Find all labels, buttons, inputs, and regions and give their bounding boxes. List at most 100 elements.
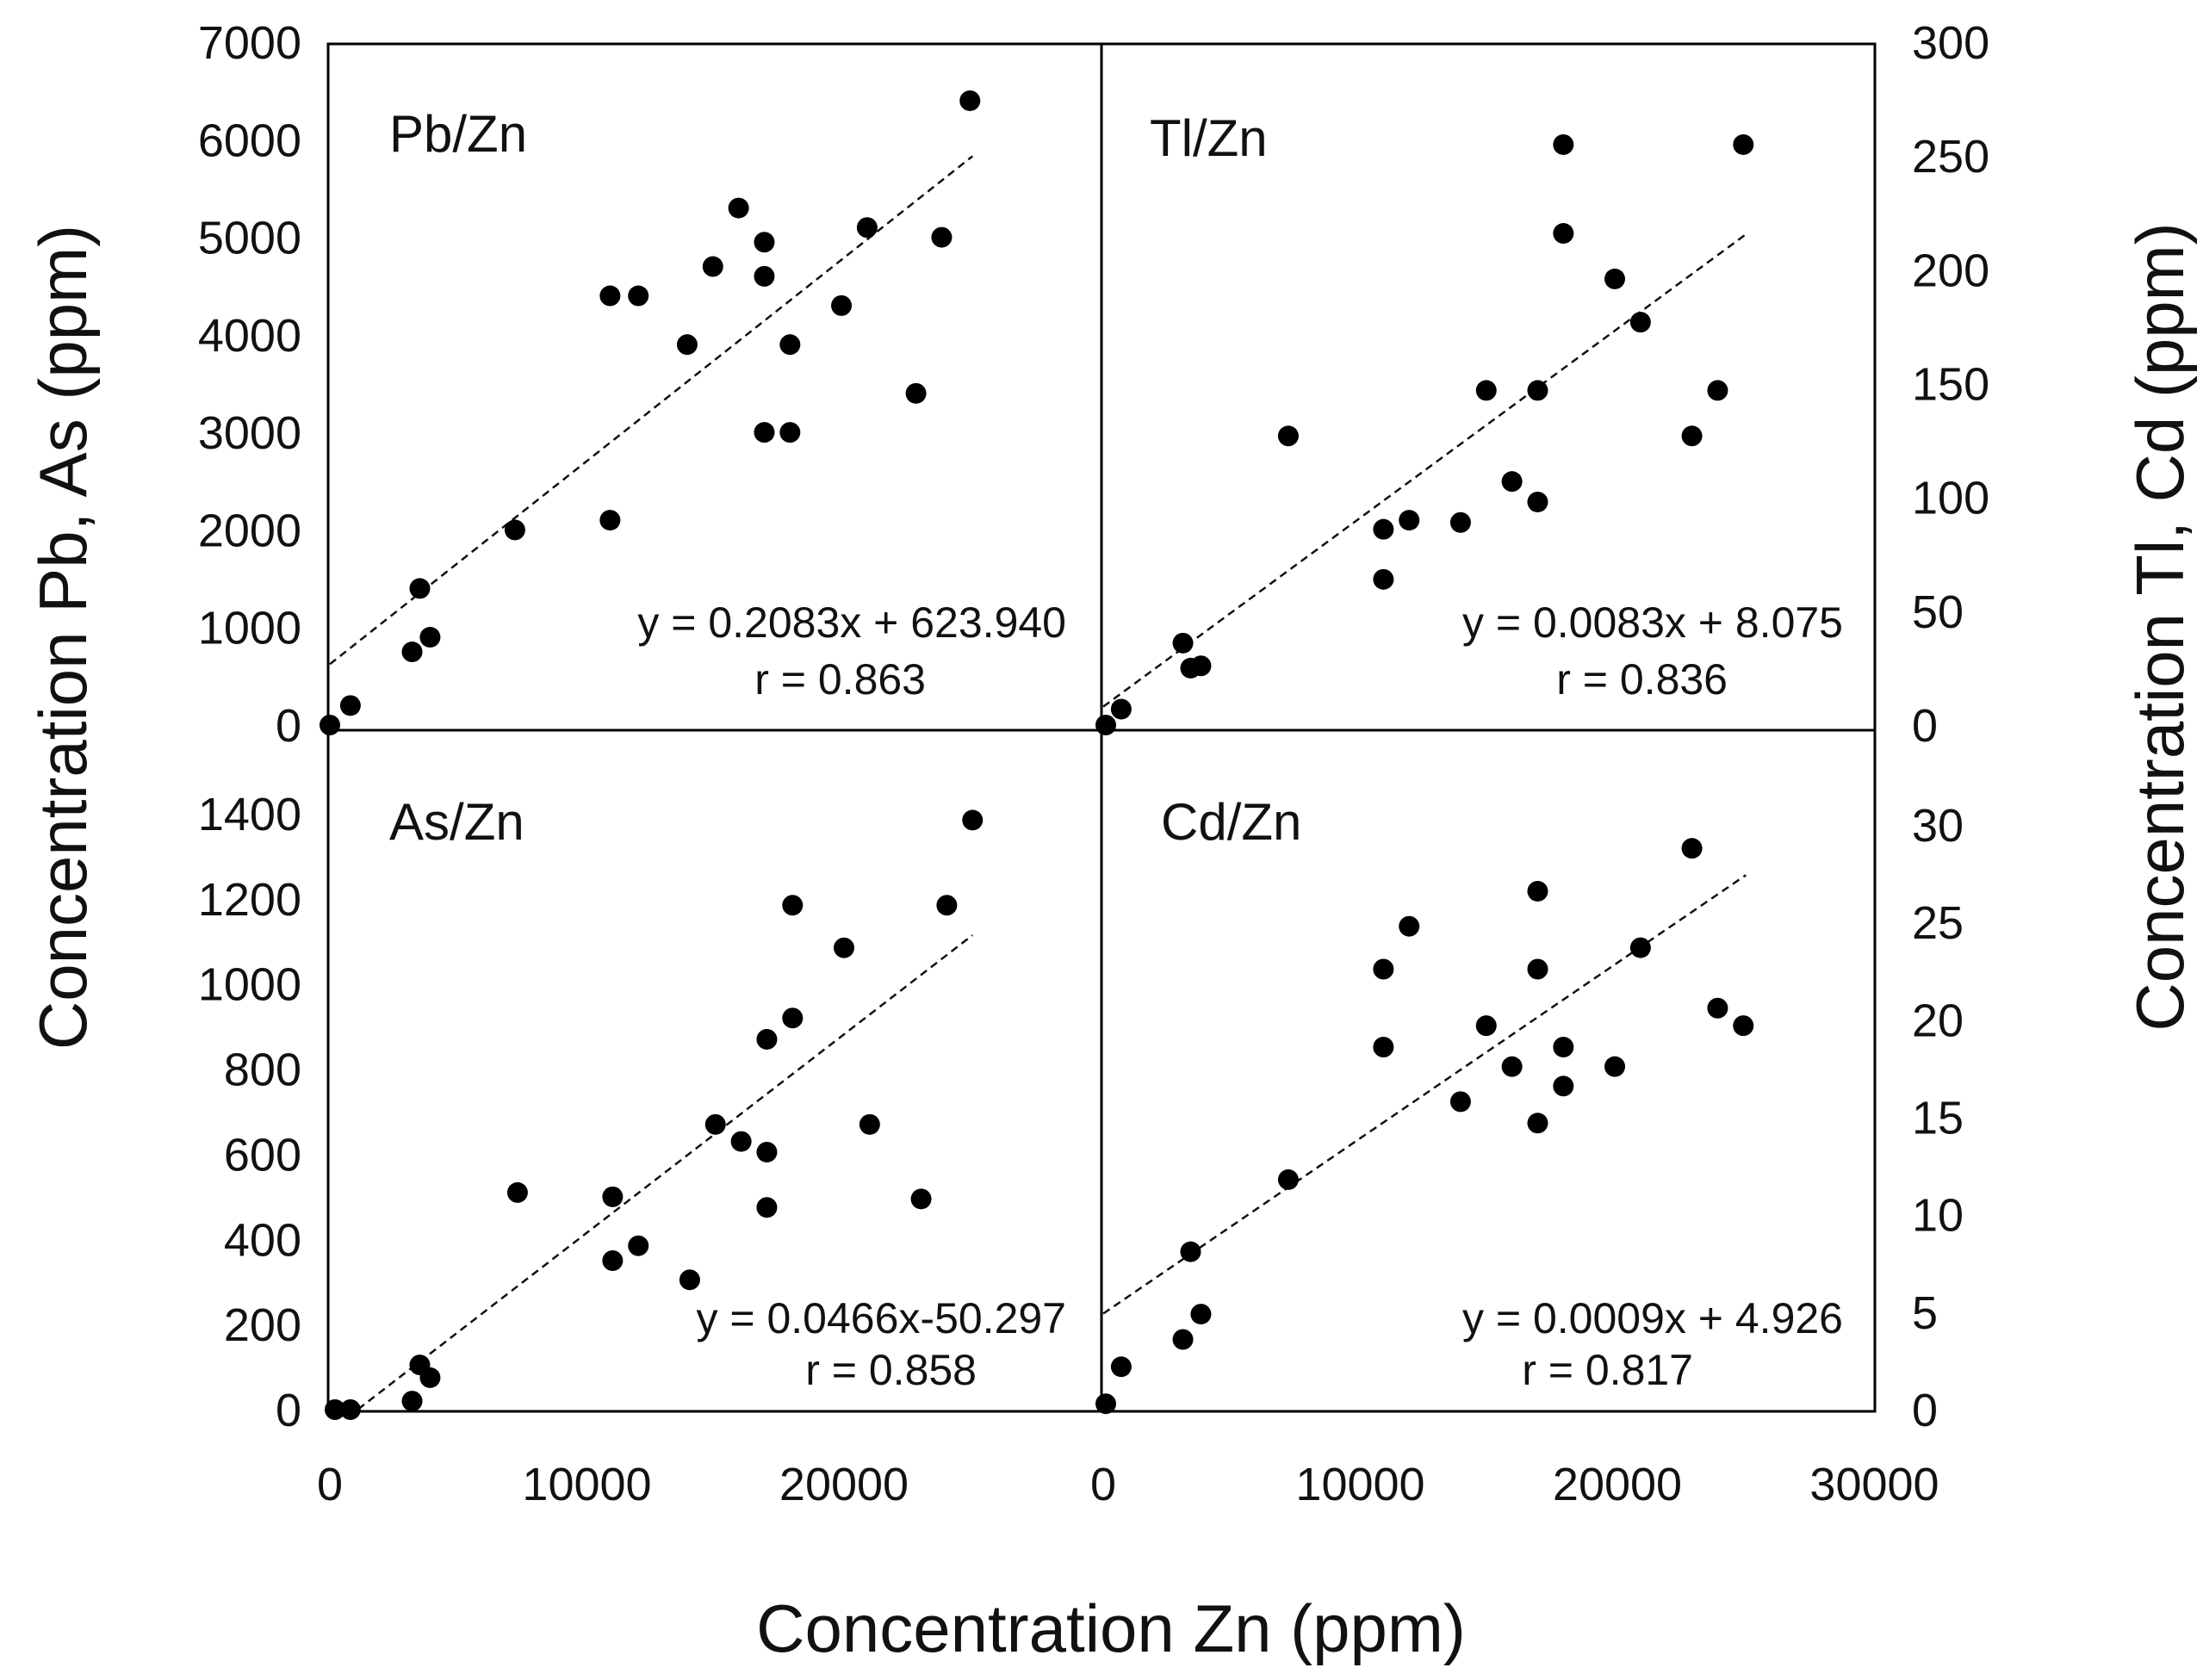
data-point-pb — [702, 256, 723, 277]
y-tick-label-as: 1000 — [198, 959, 301, 1011]
data-point-cd — [1449, 1091, 1471, 1113]
y-tick-label-as: 400 — [224, 1214, 301, 1266]
y-tick-label-pb: 3000 — [198, 407, 301, 459]
trend-lines — [329, 155, 1747, 1410]
data-point-pb — [320, 715, 340, 735]
data-point-as — [339, 1399, 361, 1420]
y-tick-label-pb: 6000 — [198, 115, 301, 166]
data-point-tl — [1553, 133, 1574, 155]
data-point-tl — [1604, 268, 1626, 289]
y-tick-label-cd: 20 — [1912, 995, 1964, 1046]
r-value-tl: r = 0.836 — [1556, 655, 1728, 704]
data-point-as — [730, 1131, 752, 1152]
data-point-pb — [779, 334, 801, 356]
data-point-as — [628, 1235, 649, 1256]
data-point-pb — [856, 217, 878, 239]
data-point-tl — [1399, 510, 1420, 531]
data-point-tl — [1190, 655, 1212, 677]
data-point-cd — [1399, 915, 1420, 937]
data-point-as — [834, 937, 854, 958]
data-point-as — [782, 1007, 804, 1029]
data-point-tl — [1527, 491, 1548, 512]
y-tick-label-tl: 50 — [1912, 586, 1964, 638]
data-point-pb — [401, 642, 423, 663]
y-tick-label-cd: 25 — [1912, 897, 1964, 949]
y-tick-label-as: 1400 — [198, 789, 301, 840]
data-point-as — [756, 1028, 778, 1050]
data-point-pb — [754, 265, 775, 287]
data-point-cd — [1553, 1037, 1574, 1058]
y-tick-label-as: 200 — [224, 1299, 301, 1351]
data-points — [320, 90, 1754, 1420]
equation-pb: y = 0.2083x + 623.940 — [637, 598, 1066, 647]
y-tick-label-pb: 4000 — [198, 310, 301, 362]
x-tick-label-right: 30000 — [1809, 1459, 1939, 1510]
trend-line-pb — [329, 155, 974, 666]
data-point-as — [910, 1188, 932, 1210]
data-point-cd — [1095, 1393, 1116, 1415]
data-point-as — [401, 1391, 423, 1412]
data-point-as — [324, 1399, 345, 1420]
data-point-pb — [599, 510, 621, 531]
panel-title-pb: Pb/Zn — [389, 105, 527, 163]
data-point-pb — [754, 232, 775, 253]
data-point-pb — [831, 294, 853, 316]
data-point-cd — [1733, 1015, 1754, 1037]
panel-title-tl: Tl/Zn — [1150, 109, 1268, 167]
y-tick-label-pb: 5000 — [198, 213, 301, 264]
data-point-cd — [1110, 1356, 1132, 1378]
x-tick-label-left: 10000 — [522, 1459, 651, 1510]
data-point-tl — [1373, 568, 1394, 590]
data-point-pb — [931, 226, 953, 248]
data-point-tl — [1373, 518, 1394, 540]
data-point-pb — [628, 285, 649, 307]
y-tick-label-tl: 300 — [1912, 17, 1989, 69]
r-value-pb: r = 0.863 — [754, 655, 926, 704]
y-tick-label-pb: 2000 — [198, 505, 301, 556]
data-point-pb — [779, 422, 801, 443]
data-point-cd — [1172, 1329, 1194, 1350]
data-point-cd — [1604, 1056, 1626, 1077]
equation-cd: y = 0.0009x + 4.926 — [1462, 1294, 1843, 1342]
r-value-as: r = 0.858 — [805, 1346, 977, 1394]
data-point-as — [756, 1197, 778, 1218]
data-point-tl — [1475, 380, 1497, 401]
data-point-as — [602, 1250, 624, 1271]
data-point-tl — [1110, 698, 1132, 720]
data-point-pb — [504, 519, 525, 541]
r-value-cd: r = 0.817 — [1522, 1346, 1693, 1394]
y-tick-label-tl: 0 — [1912, 700, 1938, 752]
data-point-pb — [676, 334, 698, 356]
y-tick-label-cd: 10 — [1912, 1190, 1964, 1242]
panel-title-as: As/Zn — [389, 793, 524, 851]
equation-tl: y = 0.0083x + 8.075 — [1462, 598, 1843, 647]
tick-labels: 0100020003000400050006000700005010015020… — [198, 17, 1989, 1510]
data-point-cd — [1527, 1113, 1548, 1134]
data-point-cd — [1707, 997, 1728, 1019]
y-tick-label-as: 800 — [224, 1045, 301, 1096]
x-tick-label-right: 0 — [1090, 1459, 1116, 1510]
x-tick-label-right: 20000 — [1553, 1459, 1682, 1510]
data-point-cd — [1180, 1241, 1201, 1262]
trend-line-as — [357, 934, 974, 1410]
left-y-axis-title: Concentration Pb, As (ppm) — [25, 225, 101, 1050]
data-point-tl — [1553, 223, 1574, 245]
x-tick-label-left: 0 — [317, 1459, 343, 1510]
y-tick-label-as: 0 — [276, 1385, 301, 1436]
y-tick-label-pb: 1000 — [198, 603, 301, 654]
y-tick-label-tl: 250 — [1912, 131, 1989, 183]
data-point-as — [602, 1186, 624, 1207]
data-point-cd — [1501, 1056, 1523, 1077]
data-point-as — [679, 1269, 700, 1291]
data-point-tl — [1629, 312, 1651, 333]
data-point-as — [936, 895, 958, 916]
data-point-tl — [1172, 632, 1194, 654]
data-point-as — [506, 1181, 528, 1203]
data-point-as — [859, 1113, 880, 1135]
y-tick-label-pb: 0 — [276, 700, 301, 752]
x-tick-label-left: 20000 — [779, 1459, 909, 1510]
data-point-cd — [1373, 1037, 1394, 1058]
y-tick-label-pb: 7000 — [198, 17, 301, 69]
data-point-cd — [1190, 1304, 1212, 1325]
data-point-pb — [959, 90, 981, 111]
